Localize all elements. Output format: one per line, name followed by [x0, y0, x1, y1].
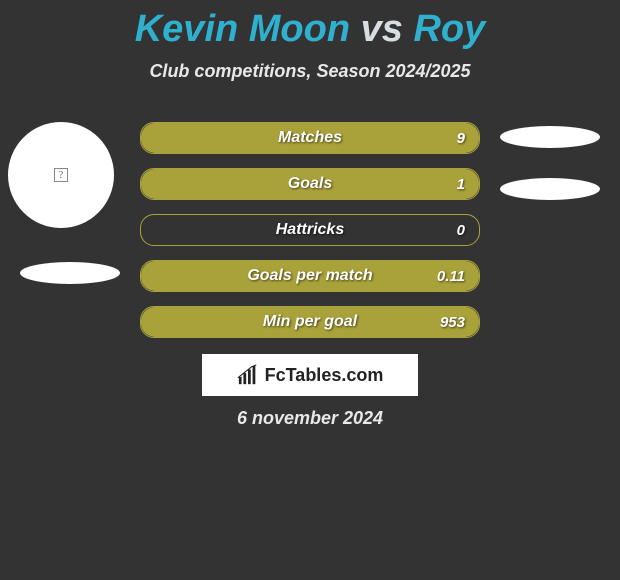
stat-bar-value: 1	[457, 169, 465, 199]
player1-avatar: ?	[8, 122, 114, 228]
comparison-title: Kevin Moon vs Roy	[0, 0, 620, 51]
avatar-placeholder-icon: ?	[54, 168, 68, 182]
source-logo-text: FcTables.com	[265, 365, 384, 386]
stat-bar: Goals 1	[140, 168, 480, 200]
player2-name: Roy	[413, 8, 485, 50]
date-label: 6 november 2024	[0, 408, 620, 429]
stat-bar: Min per goal 953	[140, 306, 480, 338]
vs-separator: vs	[361, 8, 403, 50]
player1-name: Kevin Moon	[135, 8, 350, 50]
stat-bar: Goals per match 0.11	[140, 260, 480, 292]
stat-bar: Matches 9	[140, 122, 480, 154]
stat-bar-value: 0	[457, 215, 465, 245]
bar-chart-icon	[237, 364, 259, 386]
stat-bar-value: 0.11	[437, 261, 465, 291]
stat-bars: Matches 9 Goals 1 Hattricks 0 Goals per …	[140, 122, 480, 352]
stat-bar-label: Goals per match	[141, 261, 479, 291]
stat-bar-value: 953	[440, 307, 465, 337]
subtitle: Club competitions, Season 2024/2025	[0, 61, 620, 82]
stat-bar: Hattricks 0	[140, 214, 480, 246]
source-logo: FcTables.com	[202, 354, 418, 396]
avatar-shadow-right-2	[500, 178, 600, 200]
avatar-shadow-right-1	[500, 126, 600, 148]
stat-bar-value: 9	[457, 123, 465, 153]
avatar-shadow-left	[20, 262, 120, 284]
stat-bar-label: Hattricks	[141, 215, 479, 245]
stat-bar-label: Matches	[141, 123, 479, 153]
stat-bar-label: Goals	[141, 169, 479, 199]
stat-bar-label: Min per goal	[141, 307, 479, 337]
